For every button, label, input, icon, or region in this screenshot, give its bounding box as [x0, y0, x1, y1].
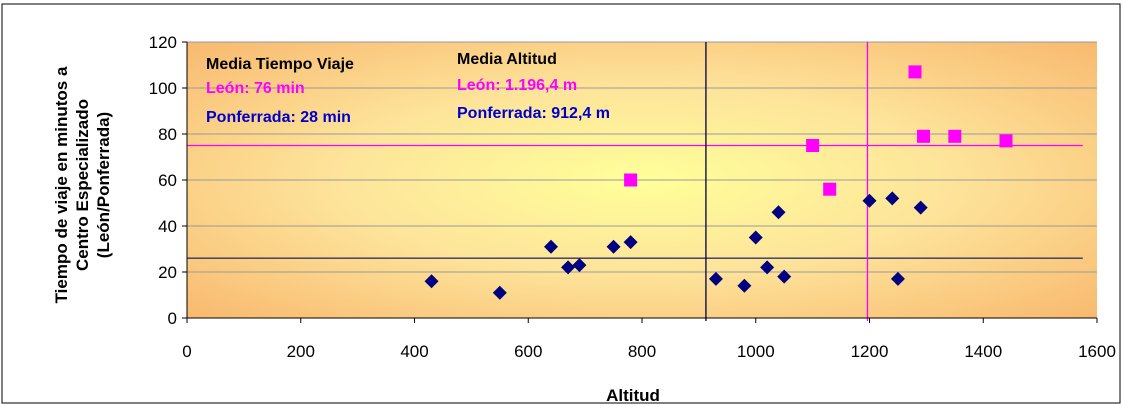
diamond-marker: [760, 260, 775, 275]
y-tick-labels: 0 20 40 60 80 100 120: [149, 33, 177, 328]
data-points: [424, 65, 1013, 300]
y-tick-label: 100: [149, 79, 177, 98]
x-tick-label: 1200: [851, 342, 889, 361]
x-tick-label: 1600: [1078, 342, 1116, 361]
diamond-marker: [737, 278, 752, 293]
diamond-marker: [572, 258, 587, 273]
y-axis-title-line-2: Centro Especializado: [73, 99, 92, 271]
x-tick-label: 0: [182, 342, 191, 361]
diamond-marker: [771, 205, 786, 220]
annotation-tiempo: Media Tiempo Viaje León: 76 min Ponferra…: [206, 56, 354, 126]
annotation-altitud-heading: Media Altitud: [457, 51, 557, 68]
y-tick-label: 40: [158, 217, 177, 236]
diamond-marker: [885, 191, 900, 206]
diamond-marker: [890, 271, 905, 286]
annotation-altitud-leon: León: 1.196,4 m: [457, 77, 577, 94]
square-marker: [999, 134, 1013, 148]
x-tick-label: 400: [400, 342, 428, 361]
diamond-marker: [708, 271, 723, 286]
square-marker: [917, 129, 931, 143]
diamond-marker: [424, 274, 439, 289]
y-tick-label: 20: [158, 263, 177, 282]
y-tick-label: 60: [158, 171, 177, 190]
y-axis-title: Tiempo de viaje en minutos a Centro Espe…: [52, 66, 113, 303]
square-marker: [823, 182, 837, 196]
diamond-marker: [606, 239, 621, 254]
annotation-tiempo-ponferrada: Ponferrada: 28 min: [206, 109, 351, 126]
square-marker: [908, 65, 922, 79]
x-tick-label: 200: [287, 342, 315, 361]
x-tick-label: 600: [514, 342, 542, 361]
annotation-altitud-ponferrada: Ponferrada: 912,4 m: [457, 105, 610, 122]
y-tick-label: 120: [149, 33, 177, 52]
reference-lines: [187, 42, 1083, 321]
diamond-marker: [862, 193, 877, 208]
diamond-marker: [913, 200, 928, 215]
diamond-marker: [623, 235, 638, 250]
diamond-marker: [748, 230, 763, 245]
annotation-tiempo-leon: León: 76 min: [206, 80, 305, 97]
diamond-marker: [561, 260, 576, 275]
axes: [182, 41, 1098, 323]
diamond-marker: [544, 239, 558, 254]
gridlines: [187, 41, 1097, 273]
x-tick-label: 1000: [737, 342, 775, 361]
x-tick-labels: 0 200 400 600 800 1000 1200 1400 1600: [182, 342, 1116, 361]
diamond-marker: [492, 285, 507, 300]
x-tick-label: 800: [628, 342, 656, 361]
y-tick-label: 0: [168, 309, 177, 328]
square-marker: [624, 173, 638, 187]
y-axis-title-line-3: (León/Ponferrada): [94, 112, 113, 258]
annotation-altitud: Media Altitud León: 1.196,4 m Ponferrada…: [457, 51, 610, 122]
y-tick-label: 80: [158, 125, 177, 144]
diamond-marker: [777, 269, 792, 284]
square-marker: [806, 139, 820, 152]
annotation-tiempo-heading: Media Tiempo Viaje: [206, 56, 354, 73]
x-axis-title: Altitud: [606, 386, 660, 405]
square-marker: [948, 129, 962, 143]
y-axis-title-line-1: Tiempo de viaje en minutos a: [52, 66, 71, 303]
x-tick-label: 1400: [964, 342, 1002, 361]
